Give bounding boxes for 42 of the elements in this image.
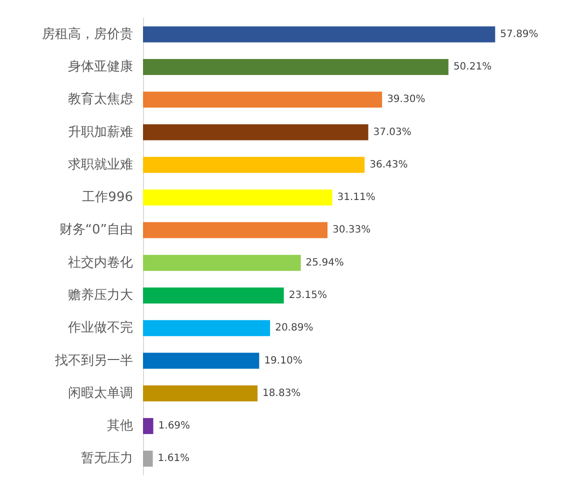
y-tick-label: 找不到另一半 [54,353,133,368]
data-label: 1.69% [158,420,190,432]
bar [143,58,448,75]
bar [143,450,153,467]
y-tick-label: 房租高，房价贵 [42,26,133,42]
data-label: 36.43% [370,159,408,170]
bar [143,124,368,140]
bar [143,156,365,173]
y-tick-label: 身体亚健康 [68,59,133,74]
y-tick-label: 赡养压力大 [68,286,133,303]
y-tick-label: 闲暇太单调 [68,386,133,401]
bar [143,26,496,42]
y-tick-label: 社交内卷化 [68,254,133,270]
y-tick-label: 工作996 [82,190,133,206]
bar [143,418,154,434]
y-tick-label: 作业做不完 [67,320,133,336]
data-label: 31.11% [337,192,376,204]
data-label: 20.89% [275,322,314,334]
data-label: 18.83% [262,388,301,399]
y-tick-label: 教育太焦虑 [68,91,133,108]
bar [143,385,258,402]
data-label: 50.21% [453,61,492,72]
y-tick-label: 升职加薪难 [68,124,133,140]
y-tick-label: 财务“0”自由 [59,222,133,238]
data-label: 19.10% [264,355,302,366]
y-tick-label: 求职就业难 [68,157,133,172]
bar [143,254,301,271]
y-tick-label: 暂无压力 [81,451,133,466]
bar [143,320,270,336]
bar [143,352,260,369]
data-label: 39.30% [387,94,426,106]
data-label: 25.94% [306,257,344,268]
bar [143,92,382,108]
data-label: 23.15% [288,290,327,301]
bar [143,190,332,206]
bar [143,287,284,304]
data-label: 1.61% [158,453,190,464]
y-tick-label: 其他 [107,418,133,434]
data-label: 37.03% [373,126,412,138]
bar [143,222,328,238]
data-label: 30.33% [332,224,371,236]
data-label: 57.89% [500,28,538,40]
